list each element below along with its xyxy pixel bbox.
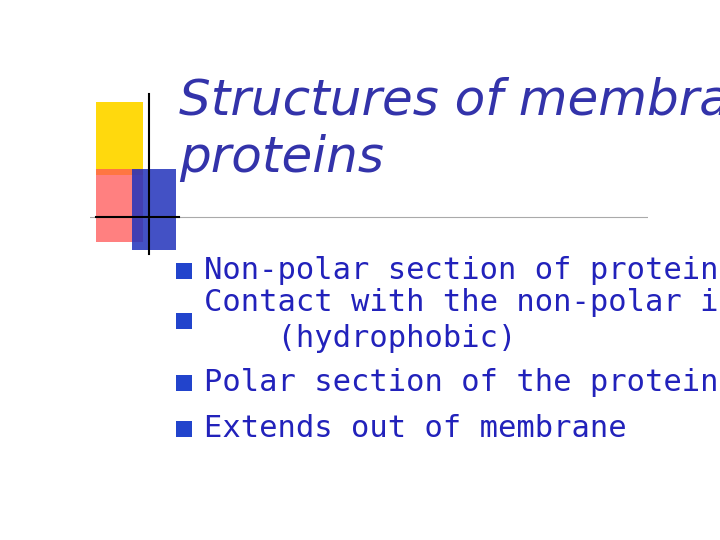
Text: Non-polar section of protein: Non-polar section of protein bbox=[204, 256, 719, 285]
Bar bbox=[176, 421, 192, 437]
Text: Extends out of membrane: Extends out of membrane bbox=[204, 414, 627, 443]
Text: Structures of membrane
proteins: Structures of membrane proteins bbox=[179, 77, 720, 182]
Bar bbox=[176, 313, 192, 329]
Text: Polar section of the protein: Polar section of the protein bbox=[204, 368, 719, 397]
Bar bbox=[96, 168, 143, 241]
Bar bbox=[96, 102, 143, 175]
Text: Contact with the non-polar interior
    (hydrophobic): Contact with the non-polar interior (hyd… bbox=[204, 288, 720, 353]
Bar bbox=[132, 168, 176, 250]
Bar bbox=[176, 263, 192, 279]
Bar bbox=[176, 375, 192, 391]
